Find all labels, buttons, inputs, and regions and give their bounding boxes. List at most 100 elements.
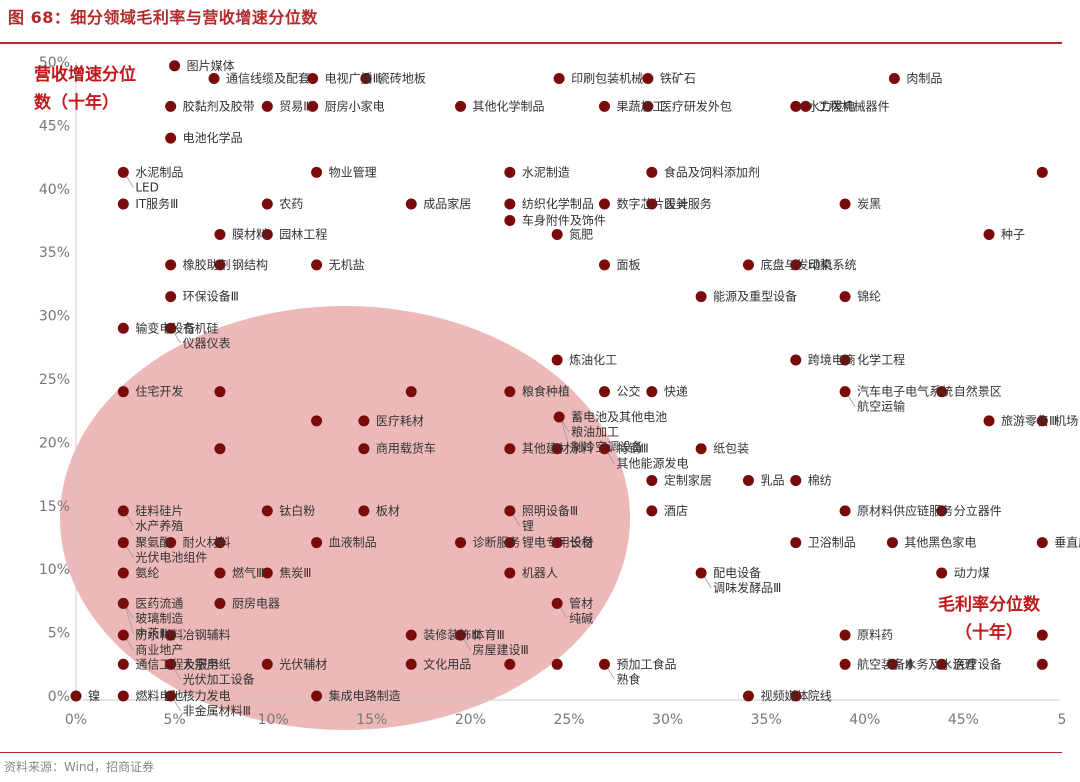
data-point — [551, 597, 563, 609]
point-label: 聚氨酯 — [135, 536, 171, 550]
point-label: 涂料 — [569, 441, 593, 456]
point-label: LED — [135, 180, 159, 194]
point-label: 分立器件 — [954, 503, 1002, 518]
point-label: 其他黑色家电 — [904, 535, 976, 550]
point-label: 食品及饲料添加剂 — [664, 164, 760, 179]
data-point — [598, 386, 610, 398]
data-point — [261, 567, 273, 579]
point-label: 通信工程及服务 — [135, 656, 219, 671]
point-label: 电池化学品 — [183, 130, 243, 145]
x-tick-label: 0% — [65, 712, 87, 728]
point-label: 核力发电 — [183, 688, 231, 703]
data-point — [165, 132, 177, 144]
point-label: 印刷包装机械 — [571, 70, 643, 85]
point-label: 机器人 — [522, 566, 558, 580]
data-point — [311, 166, 323, 178]
point-label: 原材料供应链服务 — [857, 503, 953, 518]
data-point — [742, 690, 754, 702]
point-label: 诊断服务 — [473, 535, 521, 550]
data-point — [839, 658, 851, 670]
point-label: 输变电设备 — [135, 320, 195, 335]
point-label: 垂直应用 — [1054, 535, 1080, 550]
leader-line — [124, 605, 134, 634]
point-label: 玻璃制造 — [135, 611, 183, 625]
x-tick-label: 25% — [553, 712, 584, 728]
point-label: 纺织化学制品 — [522, 196, 594, 211]
point-label: 底盘与发动机系统 — [760, 257, 856, 272]
point-label: 非金属材料Ⅲ — [183, 703, 251, 718]
x-axis-title-line1: 毛利率分位数 — [938, 594, 1041, 615]
point-label: 动力煤 — [954, 566, 990, 580]
data-point — [117, 690, 129, 702]
point-label: 住宅开发 — [135, 384, 183, 399]
point-label: 纯碱 — [569, 611, 593, 625]
data-point — [455, 537, 467, 549]
point-label: 有机硅 — [183, 321, 219, 335]
point-label: 铁矿石 — [660, 71, 696, 85]
data-point — [551, 228, 563, 240]
point-label: 航空装备Ⅲ — [857, 656, 913, 671]
data-point — [261, 228, 273, 240]
footer-rule — [0, 752, 1062, 753]
point-label: 集成电路制造 — [329, 688, 401, 703]
point-label: 照明设备Ⅲ — [522, 504, 578, 518]
data-point — [983, 228, 995, 240]
point-label: 特钢Ⅲ — [616, 441, 648, 456]
point-label: 航空运输 — [857, 399, 905, 414]
x-tick-label: 40% — [849, 712, 880, 728]
data-point — [598, 198, 610, 210]
data-point — [551, 537, 563, 549]
point-label: 商业地产 — [135, 642, 183, 657]
data-point — [358, 505, 370, 517]
data-point — [790, 537, 802, 549]
point-label: 文化用品 — [423, 656, 471, 671]
point-label: 农药 — [279, 197, 303, 211]
point-label: 其他建材 — [522, 442, 570, 456]
point-label: 跨境电商 — [808, 352, 856, 367]
point-label: 水泥制品 — [135, 165, 183, 179]
y-tick-label: 35% — [39, 245, 70, 261]
point-label: 体育Ⅲ — [473, 627, 505, 642]
point-label: 水务及水治理 — [904, 656, 976, 671]
data-point — [504, 198, 516, 210]
x-axis-title-line2: （十年） — [955, 622, 1023, 643]
point-label: 粮油加工 — [571, 424, 619, 439]
point-label: 光伏电池组件 — [135, 551, 207, 565]
data-point — [169, 60, 181, 72]
y-axis-title-line1: 营收增速分位 — [34, 64, 136, 85]
y-tick-label: 40% — [39, 182, 70, 198]
point-label: 医疗耗材 — [376, 414, 424, 428]
y-tick-label: 45% — [39, 118, 70, 134]
point-label: 燃料电池 — [135, 688, 183, 703]
data-point — [695, 567, 707, 579]
data-point — [936, 505, 948, 517]
point-label: 水产养殖 — [135, 518, 183, 533]
point-label: 瓷砖地板 — [378, 70, 426, 85]
point-label: 乳品 — [760, 473, 784, 487]
data-point — [886, 658, 898, 670]
point-label: 光伏辅材 — [279, 657, 327, 671]
x-tick-label: 5 — [1058, 712, 1067, 728]
point-label: 粮食种植 — [522, 384, 570, 399]
data-point — [1036, 537, 1048, 549]
data-point — [455, 100, 467, 112]
point-label: 旅游零售Ⅲ — [1001, 413, 1057, 428]
data-point — [839, 505, 851, 517]
data-point — [888, 72, 900, 84]
point-label: 房屋建设Ⅲ — [473, 642, 529, 657]
point-label: 物业管理 — [329, 164, 377, 179]
data-point — [800, 100, 812, 112]
y-tick-label: 30% — [39, 309, 70, 325]
data-point — [936, 567, 948, 579]
data-point — [553, 411, 565, 423]
data-point — [117, 198, 129, 210]
data-point — [504, 215, 516, 226]
data-point — [646, 505, 658, 517]
point-label: 仪器仪表 — [183, 336, 231, 350]
data-point — [117, 386, 129, 398]
y-tick-label: 0% — [48, 689, 70, 705]
point-label: 焦炭Ⅲ — [279, 566, 311, 580]
data-point — [1036, 658, 1048, 670]
data-point — [405, 658, 417, 670]
data-point — [1036, 166, 1048, 178]
